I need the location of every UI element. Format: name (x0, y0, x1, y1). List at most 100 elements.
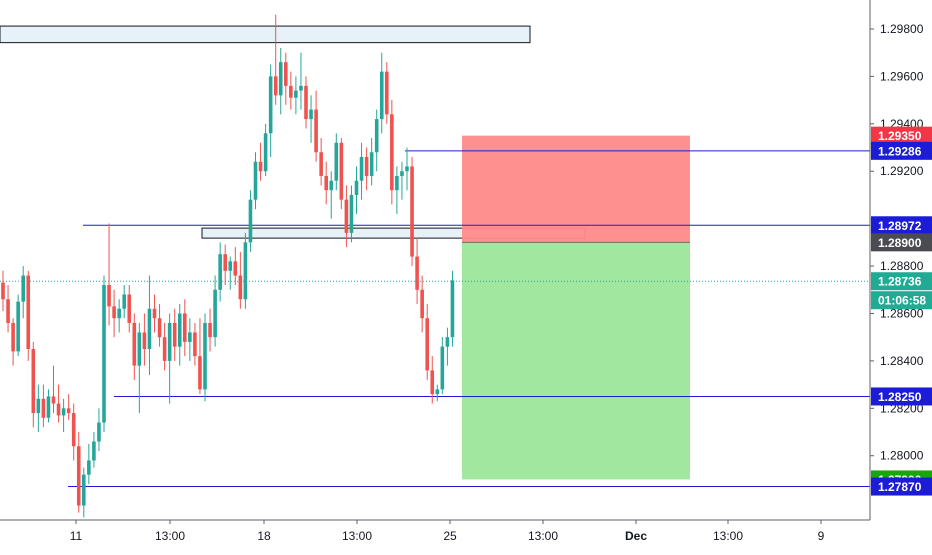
candle-body (198, 356, 202, 390)
candle-body (273, 76, 278, 96)
position-tool[interactable] (462, 135, 690, 480)
candle-body (51, 396, 56, 404)
candle (329, 171, 334, 219)
candle-body (188, 332, 192, 342)
supply-demand-zone (0, 25, 531, 44)
candle-body (253, 161, 258, 200)
candle-body (203, 322, 207, 390)
candle (430, 356, 435, 404)
candle-body (233, 261, 238, 276)
candle (213, 275, 217, 347)
candle-body (415, 256, 419, 290)
candle-body (41, 398, 46, 418)
price-tick-label: 1.29200 (880, 164, 924, 178)
price-label-bg (871, 233, 932, 252)
candle (11, 318, 15, 366)
candle (87, 443, 91, 485)
candle-body (16, 301, 20, 352)
candle (278, 47, 283, 115)
price-label-stop: 1.29350 (871, 126, 932, 145)
candle (132, 313, 137, 380)
candle (450, 270, 455, 347)
stop-loss-zone (462, 135, 690, 243)
time-tick-label: 25 (443, 529, 457, 543)
candle (425, 303, 429, 380)
candle (395, 166, 399, 214)
price-label-text: 1.28736 (878, 275, 922, 289)
candle-body (410, 166, 414, 257)
candle-body (177, 313, 182, 347)
price-label-bg (871, 387, 932, 406)
candle (122, 285, 126, 319)
candle-body (435, 389, 440, 395)
candle (162, 322, 167, 371)
price-label-bg (871, 272, 932, 291)
candle (445, 327, 450, 366)
candle (6, 285, 10, 333)
candle (36, 384, 41, 433)
candle-body (76, 446, 81, 506)
candle (314, 90, 318, 162)
candle (92, 432, 96, 468)
candle (324, 161, 328, 205)
time-tick-label: 11 (70, 529, 83, 543)
price-label-bg (871, 141, 932, 160)
candle (354, 166, 359, 214)
take-profit-zone (462, 242, 690, 480)
candle (374, 109, 379, 172)
candle-body (208, 322, 212, 338)
candle (268, 64, 273, 157)
candle-body (21, 275, 25, 302)
candle (410, 156, 414, 267)
candle (364, 147, 369, 191)
horizontal-levels (0, 150, 870, 488)
candle (61, 398, 66, 433)
candle (415, 237, 419, 304)
candle-body (369, 152, 374, 176)
candle-body (112, 306, 116, 319)
candle-body (31, 349, 36, 414)
candle-body (223, 254, 227, 271)
candle-body (304, 85, 308, 120)
candle (435, 384, 440, 402)
candle (137, 322, 142, 414)
candle-body (36, 398, 41, 414)
candle (112, 289, 116, 338)
candle (309, 95, 313, 143)
candle (82, 467, 86, 518)
candle-body (1, 282, 5, 300)
price-tick-label: 1.28800 (880, 259, 924, 273)
candle (243, 232, 248, 309)
candle (218, 242, 222, 302)
candle (253, 152, 258, 210)
candle-body (183, 313, 187, 342)
candle-body (6, 299, 10, 323)
candle-body (440, 346, 445, 390)
candle-body (344, 199, 349, 233)
candle (31, 341, 36, 428)
price-label-text: 01:06:58 (878, 294, 926, 308)
candle-body (122, 294, 126, 309)
time-tick-label: Dec (625, 529, 647, 543)
candle (420, 275, 424, 333)
candle-body (329, 180, 334, 191)
candle (177, 303, 182, 366)
candle-body (172, 322, 177, 347)
candle (167, 313, 172, 404)
time-tick-label: 13:00 (528, 529, 558, 543)
price-tick-label: 1.29800 (880, 22, 924, 36)
price-label-bg (871, 126, 932, 145)
candle (319, 138, 323, 186)
candle-body (147, 308, 152, 350)
candle (142, 313, 147, 366)
candle (127, 285, 132, 333)
candle (152, 294, 157, 333)
candle (379, 52, 384, 134)
candle-body (324, 175, 328, 191)
candle (51, 365, 56, 414)
candle-body (430, 370, 435, 395)
time-tick-label: 13:00 (155, 529, 185, 543)
